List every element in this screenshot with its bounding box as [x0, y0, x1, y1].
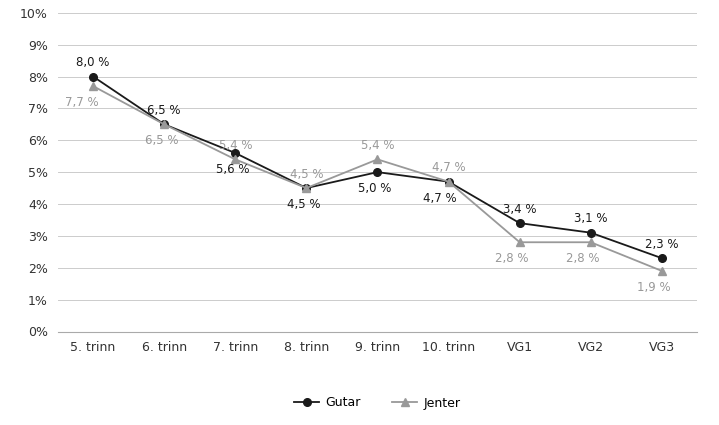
Text: 5,4 %: 5,4 % [219, 139, 252, 152]
Text: 8,0 %: 8,0 % [76, 56, 110, 69]
Text: 1,9 %: 1,9 % [637, 281, 670, 294]
Legend: Gutar, Jenter: Gutar, Jenter [290, 391, 465, 414]
Text: 3,1 %: 3,1 % [574, 212, 608, 225]
Text: 5,6 %: 5,6 % [216, 163, 249, 176]
Text: 2,3 %: 2,3 % [645, 238, 679, 251]
Text: 5,0 %: 5,0 % [358, 182, 391, 196]
Text: 2,8 %: 2,8 % [495, 252, 528, 266]
Text: 4,7 %: 4,7 % [432, 162, 465, 174]
Text: 6,5 %: 6,5 % [147, 104, 181, 117]
Text: 4,5 %: 4,5 % [287, 198, 321, 211]
Text: 7,7 %: 7,7 % [65, 96, 99, 109]
Text: 6,5 %: 6,5 % [145, 134, 178, 147]
Text: 2,8 %: 2,8 % [566, 252, 599, 266]
Text: 4,5 %: 4,5 % [290, 168, 323, 181]
Text: 4,7 %: 4,7 % [423, 192, 457, 205]
Text: 3,4 %: 3,4 % [503, 203, 536, 216]
Text: 5,4 %: 5,4 % [361, 139, 394, 152]
